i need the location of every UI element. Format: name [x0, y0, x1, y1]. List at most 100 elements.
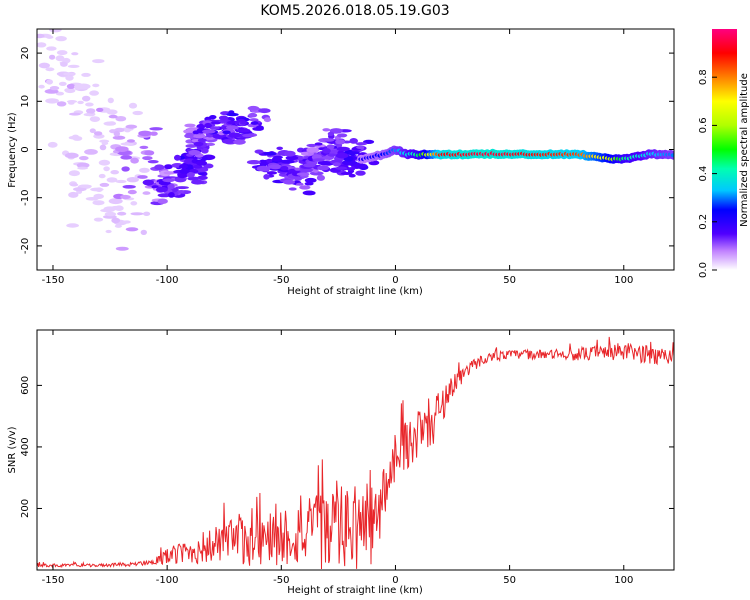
- snr-frame: [36, 329, 675, 571]
- spectrogram-y-label: Frequency (Hz): [7, 112, 18, 188]
- spectrogram-x-tick-label: 0: [392, 275, 398, 286]
- spectrogram-cell: [120, 142, 134, 146]
- spectrogram-cell: [65, 75, 74, 81]
- spectrogram-cell: [38, 84, 45, 89]
- spectrogram-cell: [356, 145, 365, 149]
- spectrogram-cell: [184, 123, 196, 128]
- spectrogram-cell: [284, 150, 296, 157]
- spectrogram-cell: [55, 36, 67, 42]
- spectrogram-cell: [306, 143, 318, 148]
- snr-y-ticks: 200 400 600: [20, 376, 674, 518]
- spectrogram-cell: [45, 67, 55, 72]
- spectrogram-cell: [280, 159, 295, 164]
- spectrogram-cell: [312, 158, 325, 162]
- spectrogram-cell: [250, 121, 259, 125]
- spectrogram-cell: [108, 198, 123, 205]
- chart-title: KOM5.2026.018.05.19.G03: [260, 3, 449, 19]
- spectrogram-cell: [285, 155, 299, 161]
- spectrogram-cell: [144, 150, 155, 156]
- spectrogram-cell: [68, 101, 75, 105]
- colorbar-tick-label: 0.0: [698, 262, 709, 278]
- spectrogram-cell: [306, 147, 320, 153]
- spectrogram-cell: [178, 164, 188, 169]
- snr-panel: -150 -100 -50 0 50 100 200 400 600 Height of st…: [7, 329, 675, 596]
- spectrogram-cell: [70, 183, 79, 187]
- spectrogram-cell: [85, 197, 99, 201]
- spectrogram-cell: [84, 149, 98, 155]
- spectrogram-cell: [140, 229, 147, 235]
- spectrogram-cell: [236, 128, 251, 133]
- spectrogram-cell: [49, 29, 62, 33]
- spectrogram-cell: [127, 189, 137, 195]
- spectrogram-cell: [326, 144, 335, 150]
- spectrogram-cell: [60, 61, 68, 67]
- spectrogram-cell: [210, 121, 221, 125]
- spectrogram-cell: [164, 164, 173, 170]
- spectrogram-cell: [283, 179, 295, 185]
- spectrogram-cell: [309, 171, 324, 176]
- spectrogram-cell: [157, 193, 171, 198]
- snr-marks: [37, 336, 674, 570]
- spectrogram-cell: [191, 179, 205, 185]
- spectrogram-cell: [149, 127, 163, 131]
- spectrogram-cell: [174, 177, 187, 183]
- spectrogram-cell: [77, 166, 88, 170]
- spectrogram-cell: [346, 167, 355, 172]
- spectrogram-cell: [304, 177, 317, 183]
- spectrogram-cell: [76, 162, 90, 169]
- spectrogram-cell: [355, 170, 366, 176]
- spectrogram-cell: [85, 102, 94, 107]
- spectrogram-cell: [47, 141, 58, 148]
- spectrogram-cell: [226, 125, 239, 130]
- spectrogram-cell: [79, 156, 89, 161]
- spectrogram-cell: [202, 129, 216, 134]
- spectrogram-cell: [187, 176, 200, 181]
- spectrogram-cell: [348, 151, 361, 155]
- spectrogram-cell: [226, 112, 239, 117]
- snr-x-tick-label: -100: [156, 575, 179, 586]
- spectrogram-cell: [294, 167, 302, 171]
- spectrogram-x-label: Height of straight line (km): [287, 286, 423, 297]
- spectrogram-cell: [122, 220, 131, 224]
- spectrogram-cell: [317, 165, 329, 171]
- spectrogram-cell: [58, 81, 67, 86]
- spectrogram-cell: [143, 211, 151, 216]
- spectrogram-cell: [296, 172, 310, 177]
- spectrogram-cell: [46, 79, 53, 85]
- spectrogram-cell: [314, 142, 323, 146]
- spectrogram-cell: [336, 133, 348, 138]
- spectrogram-cell: [189, 169, 198, 173]
- spectrogram-cell: [203, 136, 216, 140]
- spectrogram-cell: [280, 166, 289, 171]
- spectrogram-cell: [81, 72, 91, 77]
- spectrogram-cell: [268, 164, 283, 170]
- spectrogram-cell: [68, 170, 80, 177]
- spectrogram-cell: [66, 223, 79, 228]
- spectrogram-cell: [242, 133, 255, 138]
- spectrogram-cell: [115, 116, 127, 122]
- spectrogram-cell: [322, 138, 335, 142]
- spectrogram-cell: [177, 190, 185, 194]
- spectrogram-cell: [132, 110, 143, 116]
- spectrogram-cell: [117, 211, 127, 216]
- snr-x-ticks: -150 -100 -50 0 50 100: [42, 330, 633, 586]
- spectrogram-cell: [138, 130, 152, 137]
- spectrogram-cell: [154, 164, 165, 170]
- colorbar-tick-label: 0.6: [698, 117, 709, 133]
- spectrogram-cell: [98, 173, 106, 179]
- spectrogram-cell: [263, 151, 277, 156]
- spectrogram-cell: [142, 191, 151, 195]
- spectrogram-cell: [93, 217, 104, 222]
- snr-x-label: Height of straight line (km): [287, 585, 423, 596]
- spectrogram-cell: [66, 83, 76, 89]
- spectrogram-cell: [44, 89, 59, 94]
- spectrogram-cell: [92, 59, 105, 64]
- spectrogram-cell: [355, 142, 368, 146]
- spectrogram-cell: [110, 170, 119, 175]
- spectrogram-cell: [294, 177, 302, 181]
- spectrogram-cell: [139, 167, 150, 173]
- spectrogram-cell: [115, 146, 129, 153]
- spectrogram-x-tick-label: 50: [503, 275, 516, 286]
- spectrogram-y-tick-label: 0: [20, 146, 31, 152]
- spectrogram-cell: [43, 16, 56, 20]
